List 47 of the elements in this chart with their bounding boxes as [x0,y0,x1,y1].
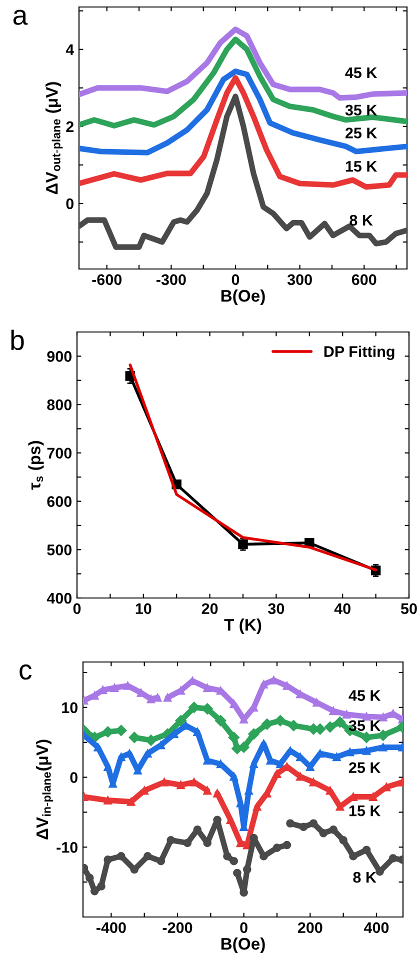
y-tick-label: -10 [56,842,78,853]
series-label: 15 K [349,806,381,816]
x-tick-label: -600 [92,274,122,286]
y-tick-label: 700 [47,448,72,459]
chart-title: b [11,330,24,350]
x-tick-label: -200 [162,922,192,934]
series-label: 35 K [345,104,378,116]
y-tick-label: 0 [70,772,78,783]
y-tick-label: 10 [62,702,78,714]
y-tick-label: 0 [66,198,74,210]
legend-label: DP Fitting [324,346,394,360]
series-label: 45 K [345,67,378,78]
series-label: 35 K [348,720,381,732]
series-label: 45 K [348,690,381,701]
y-tick-label: 400 [46,592,72,604]
y-tick-label: 500 [47,544,72,556]
x-tick-label: 400 [364,922,389,934]
chart-title: c [20,664,32,680]
y-axis-title: τ$_{s}$ (ps) [28,441,44,490]
x-tick-label: 20 [202,603,218,614]
y-tick-label: 4 [66,44,74,55]
y-tick-label: 600 [47,496,72,507]
series-label: 15 K [346,161,378,172]
x-tick-label: -400 [96,922,126,934]
x-tick-label: 0 [240,922,248,934]
x-axis-title: B(Oe) [221,289,265,306]
chart-title: a [13,10,28,25]
x-tick-label: -300 [156,274,186,286]
x-axis-title: B(Oe) [221,937,265,954]
x-tick-label: 0 [232,274,240,286]
x-tick-label: 30 [268,603,284,614]
series-label: 25 K [345,128,378,138]
y-tick-label: 900 [47,351,72,362]
y-tick-label: 800 [47,399,72,410]
series-label: 8 K [353,872,376,883]
x-tick-label: 50 [400,603,417,614]
x-tick-label: 10 [136,603,152,614]
y-axis-title: ΔV$_{in-plane}$(μV) [36,740,54,840]
y-axis-title: ΔV$_{out-plane}$ (μV) [46,82,63,194]
x-tick-label: 300 [287,274,312,286]
series-label: 8 K [350,214,373,226]
y-tick-label: 2 [66,121,74,132]
x-tick-label: 40 [334,603,350,614]
x-axis-title: T (K) [224,618,262,634]
series-label: 25 K [348,762,381,774]
x-tick-label: 600 [352,274,376,286]
x-tick-label: 200 [298,922,322,934]
